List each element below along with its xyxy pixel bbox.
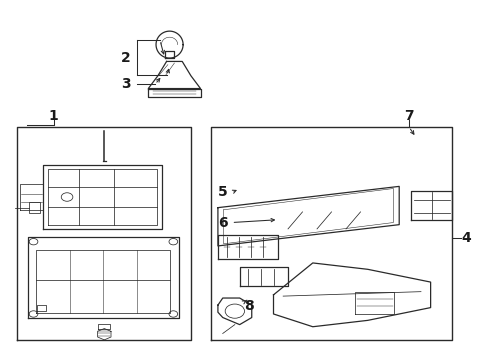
Bar: [29, 202, 40, 213]
Text: 5: 5: [218, 185, 227, 199]
Text: 6: 6: [218, 216, 227, 230]
Text: 4: 4: [460, 231, 470, 246]
Text: 3: 3: [121, 77, 131, 91]
Text: 7: 7: [403, 109, 413, 123]
Text: 2: 2: [121, 51, 131, 65]
Text: 1: 1: [49, 109, 58, 123]
Text: 8: 8: [244, 299, 254, 313]
